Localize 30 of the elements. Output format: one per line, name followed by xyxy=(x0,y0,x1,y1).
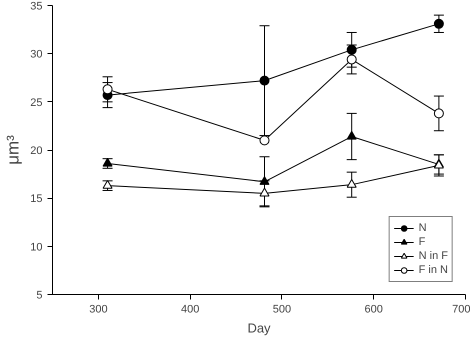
legend-label: N in F xyxy=(418,249,448,263)
x-tick-label: 700 xyxy=(452,304,471,316)
x-axis-title: Day xyxy=(247,320,272,336)
y-tick-label: 20 xyxy=(30,145,43,157)
point xyxy=(346,44,357,55)
y-tick-label: 30 xyxy=(30,48,43,61)
point xyxy=(346,54,357,64)
x-tick-label: 500 xyxy=(272,304,292,316)
point xyxy=(260,135,270,146)
point xyxy=(346,178,357,188)
point xyxy=(434,18,444,29)
y-tick-label: 25 xyxy=(30,96,43,109)
x-tick-label: 300 xyxy=(89,304,108,316)
point xyxy=(434,108,444,118)
y-tick-label: 10 xyxy=(30,241,43,254)
x-tick-label: 600 xyxy=(364,304,383,316)
point xyxy=(260,76,270,86)
legend-label: F in N xyxy=(418,263,448,277)
legend-label: N xyxy=(418,221,428,235)
legend-label: F xyxy=(418,235,426,249)
y-tick-label: 15 xyxy=(30,193,43,206)
point xyxy=(260,188,270,196)
point xyxy=(346,130,357,140)
y-tick-label: 35 xyxy=(30,0,43,12)
y-tick-label: 5 xyxy=(36,290,43,302)
point xyxy=(102,158,113,167)
point xyxy=(102,84,113,94)
point xyxy=(260,176,270,185)
x-tick-label: 400 xyxy=(180,304,200,316)
y-axis-title: μm³ xyxy=(3,134,22,165)
